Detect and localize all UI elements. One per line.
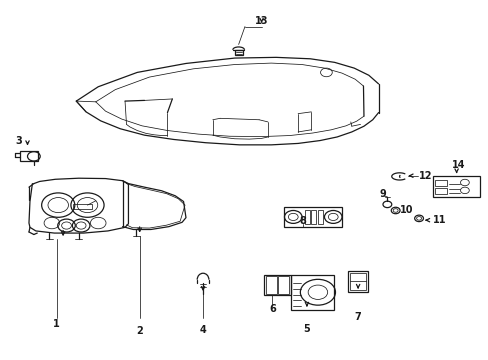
Bar — [305, 210, 309, 224]
Text: 12: 12 — [418, 171, 431, 181]
Text: 13: 13 — [254, 17, 268, 27]
Bar — [317, 210, 322, 224]
Text: 3: 3 — [16, 136, 22, 145]
Bar — [347, 271, 367, 292]
Bar — [434, 188, 447, 194]
Bar — [432, 176, 479, 197]
Bar — [311, 210, 316, 224]
Bar — [73, 204, 92, 210]
Text: 1: 1 — [53, 319, 60, 329]
Bar — [265, 276, 276, 294]
Text: 7: 7 — [354, 312, 361, 322]
Text: 6: 6 — [268, 304, 275, 314]
Bar — [434, 180, 447, 186]
Text: 4: 4 — [199, 325, 206, 335]
Bar — [278, 276, 288, 294]
Bar — [234, 50, 242, 55]
Bar — [284, 207, 341, 227]
Text: 10: 10 — [399, 206, 412, 216]
Bar — [349, 273, 366, 291]
Text: 8: 8 — [299, 216, 306, 226]
Bar — [291, 275, 333, 310]
Text: 11: 11 — [432, 215, 446, 225]
Text: 5: 5 — [303, 324, 310, 334]
Text: 2: 2 — [136, 325, 143, 336]
Text: 9: 9 — [378, 189, 385, 199]
Bar — [264, 275, 290, 296]
Bar — [20, 151, 38, 161]
Text: 14: 14 — [451, 160, 465, 170]
